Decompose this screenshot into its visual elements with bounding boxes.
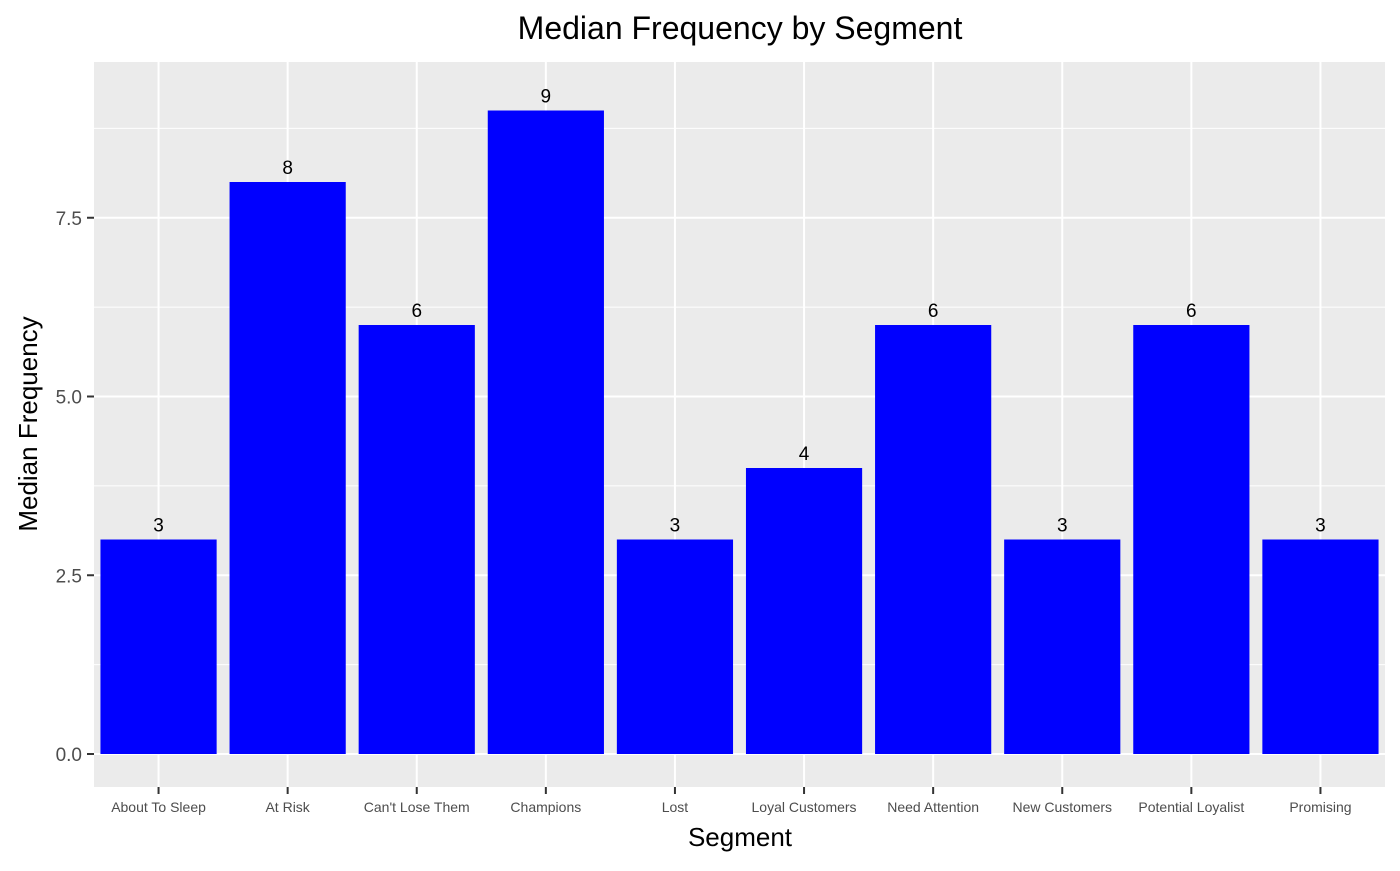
chart-title: Median Frequency by Segment (518, 10, 963, 46)
x-tick-label: Champions (510, 799, 581, 815)
data-labels-layer: 3 8 6 9 3 4 6 3 6 3 (153, 87, 1325, 537)
bar (875, 325, 992, 754)
y-axis-title: Median Frequency (13, 316, 43, 531)
x-tick-label: At Risk (265, 799, 310, 815)
y-tick-label: 0.0 (56, 745, 82, 766)
bar (100, 539, 217, 754)
y-tick-label: 5.0 (56, 388, 82, 409)
bar (616, 539, 734, 754)
x-tick-label: Can't Lose Them (364, 799, 470, 815)
bar (358, 325, 475, 754)
bar (1262, 539, 1379, 754)
bar (229, 182, 346, 754)
x-tick-label: New Customers (1012, 799, 1112, 815)
bar (487, 110, 604, 754)
x-axis: About To Sleep At Risk Can't Lose Them Cham… (111, 787, 1352, 815)
bar (745, 468, 863, 754)
y-tick-label: 7.5 (56, 209, 82, 230)
x-tick-label: Need Attention (887, 799, 979, 815)
x-tick-label: Lost (662, 799, 689, 815)
data-label: 8 (282, 158, 293, 179)
y-axis: 0.0 2.5 5.0 7.5 (56, 209, 94, 766)
data-label: 6 (928, 301, 939, 322)
data-label: 6 (1186, 301, 1197, 322)
bars-layer (100, 110, 1379, 754)
data-label: 3 (1315, 516, 1326, 537)
data-label: 3 (153, 516, 164, 537)
x-axis-title: Segment (688, 822, 793, 852)
x-tick-label: Promising (1289, 799, 1351, 815)
bar (1004, 539, 1121, 754)
data-label: 6 (411, 301, 422, 322)
data-label: 4 (799, 444, 810, 465)
data-label: 9 (541, 87, 552, 108)
x-tick-label: About To Sleep (111, 799, 206, 815)
y-tick-label: 2.5 (56, 566, 82, 587)
data-label: 3 (670, 516, 681, 537)
bar (1133, 325, 1250, 754)
data-label: 3 (1057, 516, 1068, 537)
x-tick-label: Loyal Customers (752, 799, 857, 815)
x-tick-label: Potential Loyalist (1138, 799, 1244, 815)
